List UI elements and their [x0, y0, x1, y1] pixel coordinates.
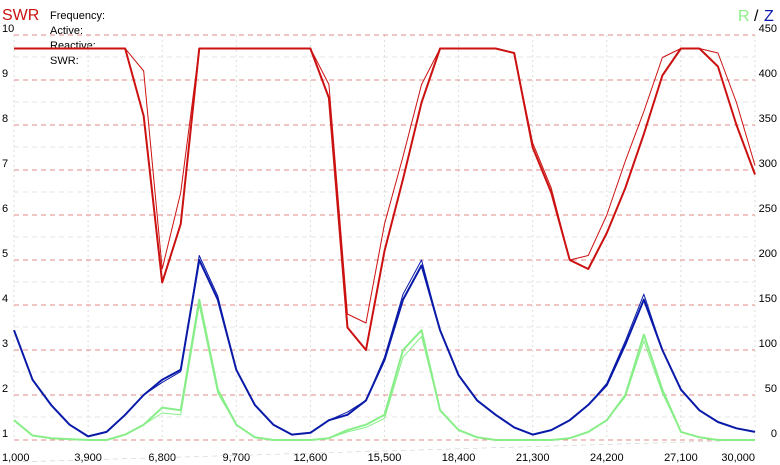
- x-tick-label: 3,900: [74, 452, 102, 464]
- y-tick-label: 8: [2, 113, 8, 125]
- chart-title: SWR: [2, 7, 39, 24]
- x-tick-label: 9,700: [223, 452, 251, 464]
- y2-tick-label: 100: [759, 338, 777, 350]
- y-tick-label: 1: [2, 428, 8, 440]
- y2-tick-label: 150: [759, 293, 777, 305]
- readout-label: SWR:: [50, 55, 79, 67]
- y2-title-z: Z: [764, 8, 774, 25]
- series-line: [13, 298, 755, 441]
- series-line: [14, 48, 756, 324]
- x-tick-label: 6,800: [148, 452, 176, 464]
- grid-line-y2: [13, 439, 756, 463]
- x-tick-label: 21,300: [516, 452, 550, 464]
- series-line: [13, 259, 756, 438]
- x-tick-label: 15,500: [368, 452, 402, 464]
- y2-tick-label: 400: [759, 68, 777, 80]
- y2-tick-label: 300: [759, 158, 777, 170]
- y2-tick-label: 250: [759, 203, 777, 215]
- readout-label: Active:: [50, 25, 83, 37]
- y-tick-label: 4: [2, 293, 8, 305]
- y2-title-sep: /: [754, 8, 759, 25]
- y-tick-label: 9: [2, 68, 8, 80]
- y2-tick-label: 50: [765, 383, 777, 395]
- y-tick-label: 3: [2, 338, 8, 350]
- x-tick-label: 24,200: [590, 452, 624, 464]
- y2-title-r: R: [738, 8, 750, 25]
- y-tick-label: 7: [2, 158, 8, 170]
- y2-tick-label: 450: [759, 23, 777, 35]
- series-line: [14, 47, 756, 351]
- y2-tick-label: 200: [759, 248, 777, 260]
- y2-tick-label: 350: [759, 113, 777, 125]
- x-tick-label: 12,600: [294, 452, 328, 464]
- y2-tick-label: 0: [771, 428, 777, 440]
- x-tick-label: 1,000: [2, 452, 30, 464]
- x-tick-label: 27,100: [664, 452, 698, 464]
- readout-label: Reactive:: [50, 40, 96, 52]
- readout-label: Frequency:: [50, 10, 105, 22]
- x-tick-label: 18,400: [442, 452, 476, 464]
- y-tick-label: 10: [2, 23, 14, 35]
- y-tick-label: 2: [2, 383, 8, 395]
- y-tick-label: 5: [2, 248, 8, 260]
- x-tick-label: 30,000: [721, 452, 755, 464]
- y-tick-label: 6: [2, 203, 8, 215]
